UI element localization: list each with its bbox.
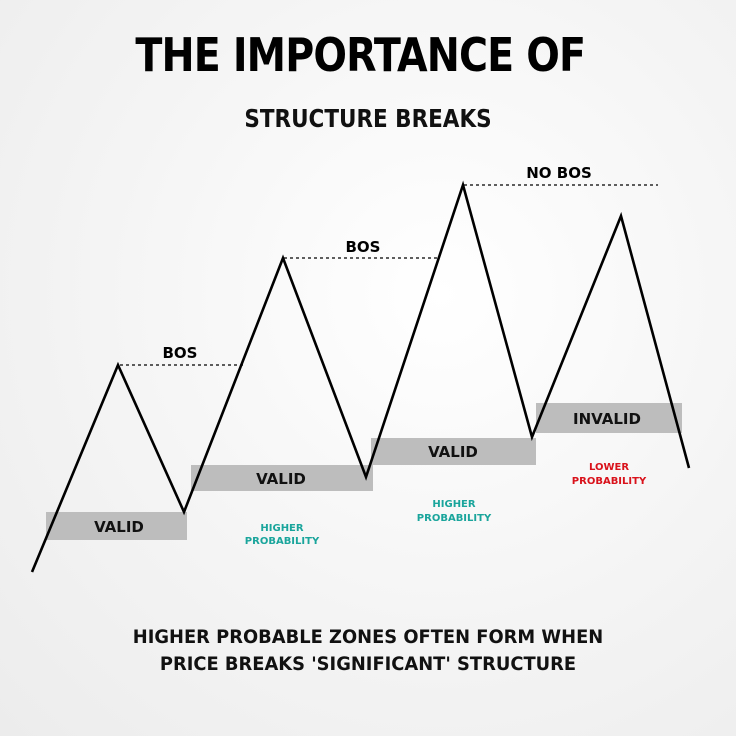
- probability-note-1-line1: HIGHER: [260, 523, 303, 534]
- zone-label-4: INVALID: [573, 410, 641, 428]
- zone-box-1: [46, 512, 187, 540]
- bos-label-1: BOS: [163, 344, 198, 362]
- probability-note-3-line2: PROBABILITY: [572, 476, 647, 487]
- footer-line-2: PRICE BREAKS 'SIGNIFICANT' STRUCTURE: [159, 653, 577, 675]
- zone-box-4: [536, 403, 682, 433]
- zone-box-2: [191, 465, 373, 491]
- zone-label-3: VALID: [428, 443, 478, 461]
- zone-label-2: VALID: [256, 470, 306, 488]
- probability-note-1-line2: PROBABILITY: [245, 536, 320, 547]
- footer-line-1: HIGHER PROBABLE ZONES OFTEN FORM WHEN: [132, 626, 604, 648]
- price-path: [30, 180, 691, 573]
- probability-note-3-line1: LOWER: [589, 462, 629, 473]
- page-subtitle: STRUCTURE BREAKS: [244, 104, 492, 133]
- footer-caption: HIGHER PROBABLE ZONES OFTEN FORM WHEN PR…: [0, 624, 736, 678]
- probability-note-2-line1: HIGHER: [432, 499, 475, 510]
- zone-label-1: VALID: [94, 518, 144, 536]
- zone-box-3: [371, 438, 536, 465]
- page-title: THE IMPORTANCE OF: [135, 28, 586, 82]
- bos-label-2: BOS: [346, 238, 381, 256]
- probability-note-2-line2: PROBABILITY: [417, 513, 492, 524]
- no-bos-label: NO BOS: [526, 164, 592, 182]
